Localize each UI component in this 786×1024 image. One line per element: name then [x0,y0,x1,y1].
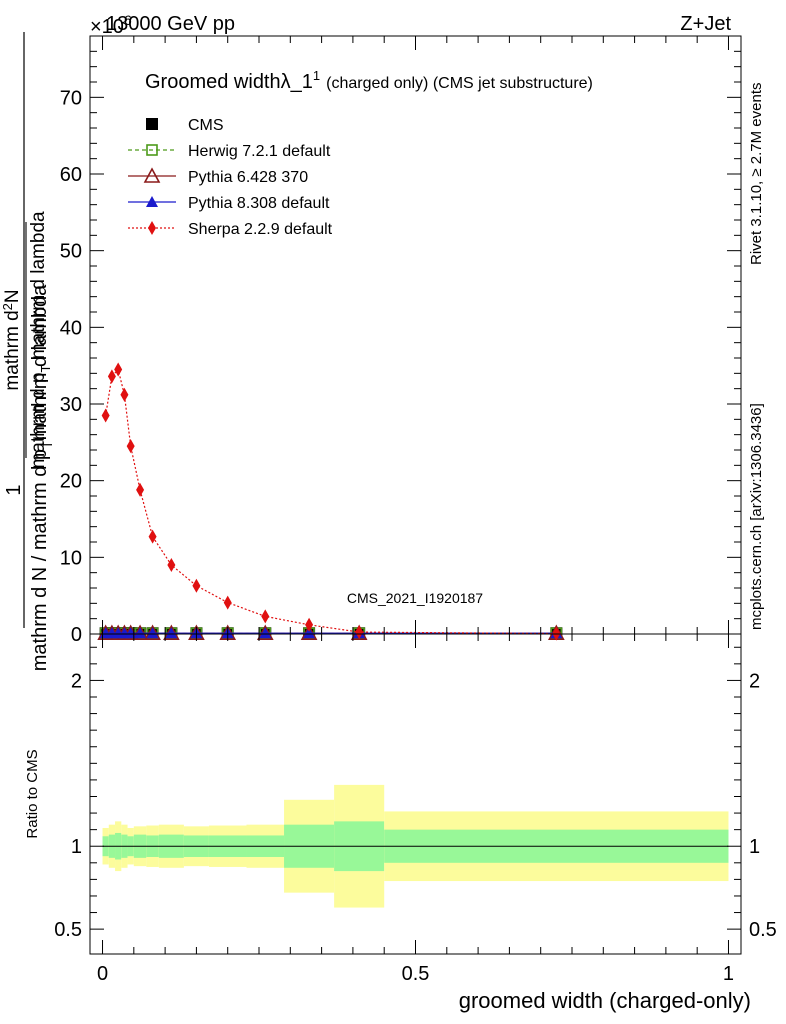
main-ytick-label: 30 [60,394,82,416]
data-point-sherpa-2-2-9-default [101,408,110,423]
energy-label: 13000 GeV pp [106,13,235,35]
legend-label: Pythia 6.428 370 [188,169,308,186]
ylabel-denominator: mathrm d N / mathrm d pTmathrm d lambda [29,284,55,671]
data-point-sherpa-2-2-9-default [136,482,145,497]
data-point-sherpa-2-2-9-default [223,595,232,610]
legend-marker [146,144,158,156]
main-ytick-label: 70 [60,87,82,109]
ylabel-inner-numerator: mathrm d2N [0,289,23,390]
main-ytick-label: 10 [60,547,82,569]
legend-entry-sherpa-2-2-9-default: Sherpa 2.2.9 default [128,221,333,238]
data-point-sherpa-2-2-9-default [148,529,157,544]
data-point-pythia-8-308-default [146,627,159,639]
data-point-sherpa-2-2-9-default [107,369,116,384]
ratio-ytick-label-right: 1 [749,836,760,858]
main-ytick-label: 20 [60,471,82,493]
legend-label: CMS [188,117,224,134]
legend-marker [146,118,158,130]
ratio-plot-frame [89,633,742,955]
data-point-sherpa-2-2-9-default [192,578,201,593]
xtick-label: 1 [723,963,734,985]
legend-marker [148,221,156,235]
legend-label: Sherpa 2.2.9 default [188,221,333,238]
data-point-pythia-8-308-default [165,627,178,639]
ratio-ylabel: Ratio to CMS [24,749,41,838]
ratio-ytick-label: 2 [71,670,82,692]
plot-title: Groomed widthλ_11 (charged only) (CMS jet… [145,68,593,93]
mcplots-label: mcplots.cern.ch [arXiv:1306.3436] [748,403,765,630]
data-point-sherpa-2-2-9-default [261,609,270,624]
data-point-pythia-8-308-default [259,627,272,639]
process-label: Z+Jet [680,13,731,35]
ratio-plot: 0.5 0.5 1 1 2 2 0 0.5 1 Ratio to CMS groomed wid… [24,633,777,1013]
legend-entry-pythia-6-428-370: Pythia 6.428 370 [128,167,308,186]
xtick-label: 0.5 [402,963,430,985]
series-sherpa-2-2-9-default [101,362,561,641]
ylabel-inner-denominator: mathrm d pT mathrm d lambda [28,211,53,469]
data-point-sherpa-2-2-9-default [120,387,129,402]
main-plot: 0 10 20 30 40 50 60 70 CMS_2021_I1920187 Groome… [0,32,742,671]
exponent-label: ×106 [90,12,132,38]
ylabel-numerator: 1 [3,484,25,495]
legend: CMS Herwig 7.2.1 default Pythia 6.428 370 P… [128,117,333,238]
ratio-ytick-label: 1 [71,836,82,858]
data-point-sherpa-2-2-9-default [126,439,135,454]
legend-label: Herwig 7.2.1 default [188,143,331,160]
xtick-label: 0 [97,963,108,985]
legend-marker [143,167,161,183]
data-point-sherpa-2-2-9-default [305,617,314,632]
main-ytick-label: 60 [60,164,82,186]
xlabel: groomed width (charged-only) [459,988,751,1013]
watermark: CMS_2021_I1920187 [347,590,483,606]
main-ytick-label: 40 [60,317,82,339]
legend-entry-pythia-8-308-default: Pythia 8.308 default [128,195,330,212]
legend-label: Pythia 8.308 default [188,195,330,212]
legend-marker [146,196,158,207]
data-point-pythia-8-308-default [134,627,147,639]
main-ytick-label: 50 [60,241,82,263]
rivet-label: Rivet 3.1.10, ≥ 2.7M events [748,83,765,266]
ratio-ytick-label: 0.5 [54,919,82,941]
main-ytick-label: 0 [71,624,82,646]
data-point-sherpa-2-2-9-default [355,625,364,640]
data-point-sherpa-2-2-9-default [114,362,123,377]
ratio-ytick-label-right: 2 [749,670,760,692]
data-point-sherpa-2-2-9-default [167,558,176,572]
legend-entry-cms: CMS [146,117,224,134]
legend-entry-herwig-7-2-1-default: Herwig 7.2.1 default [128,143,331,160]
ratio-ytick-label-right: 0.5 [749,919,777,941]
series-line-sherpa-2-2-9-default [105,368,557,635]
main-ylabel: 1 mathrm d N / mathrm d pTmathrm d lambd… [3,32,55,671]
data-point-pythia-8-308-default [303,627,316,639]
